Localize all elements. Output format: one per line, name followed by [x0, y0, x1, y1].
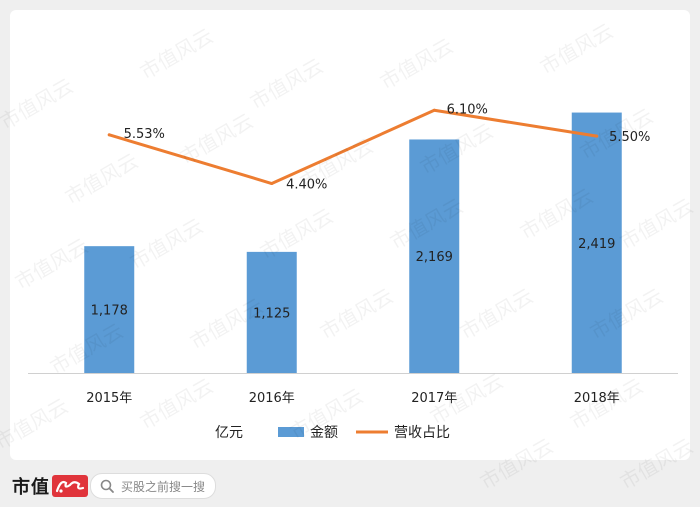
- bar-2015年: [84, 246, 135, 373]
- unit-label: 亿元: [215, 425, 243, 441]
- x-tick-label: 2018年: [574, 391, 620, 406]
- bar-data-label: 2,169: [416, 250, 453, 265]
- legend-line-label: 营收占比: [394, 425, 450, 441]
- line-data-label: 5.53%: [124, 127, 165, 142]
- bar-data-label: 1,178: [91, 304, 128, 319]
- line-point: [270, 182, 274, 186]
- chart-svg: 1,178 1,125 2,169 2,419 5.53% 4.40% 6.10% 5.50%…: [28, 102, 678, 441]
- brand-logo[interactable]: 市值: [12, 474, 88, 498]
- line-point: [432, 108, 436, 112]
- line-data-label: 5.50%: [609, 130, 650, 145]
- line-point: [595, 134, 599, 138]
- brand-feng-yun-icon: [52, 475, 88, 497]
- line-point: [107, 133, 111, 137]
- bar-2017年: [409, 139, 460, 373]
- bar-data-label: 2,419: [578, 237, 615, 252]
- legend-bar-label: 金额: [310, 425, 338, 441]
- brand-text: 市值: [12, 477, 50, 498]
- x-tick-label: 2015年: [86, 391, 132, 406]
- line-data-label: 6.10%: [447, 102, 488, 117]
- x-tick-label: 2016年: [249, 391, 295, 406]
- x-tick-label: 2017年: [411, 391, 457, 406]
- search-placeholder: 买股之前搜一搜: [121, 479, 206, 494]
- legend-bar-swatch: [278, 427, 304, 437]
- search-icon: [100, 479, 114, 493]
- bar-2018年: [571, 112, 622, 374]
- footer-bar: 市值 买股之前搜一搜: [0, 460, 700, 507]
- chart-card: 1,178 1,125 2,169 2,419 5.53% 4.40% 6.10% 5.50%…: [10, 10, 690, 460]
- line-data-label: 4.40%: [286, 178, 327, 193]
- bar-data-label: 1,125: [253, 306, 290, 321]
- bar-2016年: [246, 251, 297, 373]
- search-input[interactable]: 买股之前搜一搜: [90, 473, 216, 499]
- line-series-营收占比: [107, 108, 599, 186]
